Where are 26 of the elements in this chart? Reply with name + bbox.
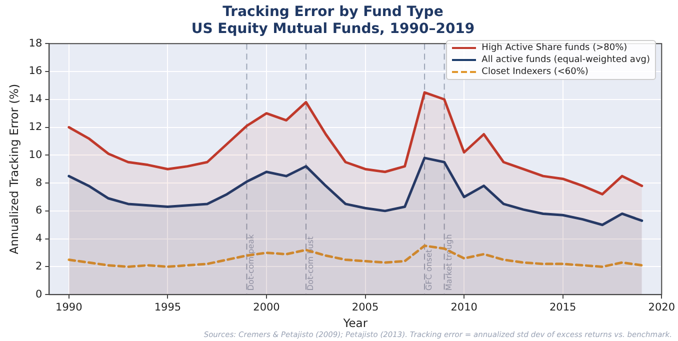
- x-tick-label: 2005: [352, 302, 379, 314]
- y-tick-label: 2: [35, 260, 42, 272]
- y-tick-label: 16: [28, 65, 42, 78]
- legend-label: High Active Share funds (>80%): [482, 43, 628, 53]
- x-tick-label: 2020: [648, 302, 676, 314]
- ref-line-label: GFC onset: [424, 249, 434, 291]
- chart-title: Tracking Error by Fund Type: [222, 4, 444, 20]
- x-tick-label: 2010: [450, 302, 478, 314]
- x-tick-label: 2015: [549, 302, 576, 314]
- y-tick-label: 18: [28, 37, 42, 50]
- chart-subtitle: US Equity Mutual Funds, 1990–2019: [191, 20, 475, 37]
- y-tick-label: 6: [35, 204, 42, 217]
- x-tick-label: 2000: [253, 302, 280, 314]
- y-tick-label: 10: [28, 148, 42, 161]
- legend-label: All active funds (equal-weighted avg): [482, 55, 650, 65]
- y-tick-label: 8: [35, 176, 42, 189]
- y-axis-title: Annualized Tracking Error (%): [6, 84, 21, 254]
- y-tick-label: 0: [35, 288, 42, 300]
- x-tick-label: 1990: [56, 302, 82, 314]
- ref-line-label: Dot-com peak: [246, 234, 256, 291]
- legend-label: Closet Indexers (<60%): [482, 67, 588, 77]
- y-tick-label: 4: [35, 232, 42, 245]
- x-axis-title: Year: [342, 316, 368, 330]
- x-tick-label: 1995: [154, 302, 182, 314]
- y-tick-label: 14: [28, 93, 42, 106]
- y-tick-label: 12: [28, 121, 42, 133]
